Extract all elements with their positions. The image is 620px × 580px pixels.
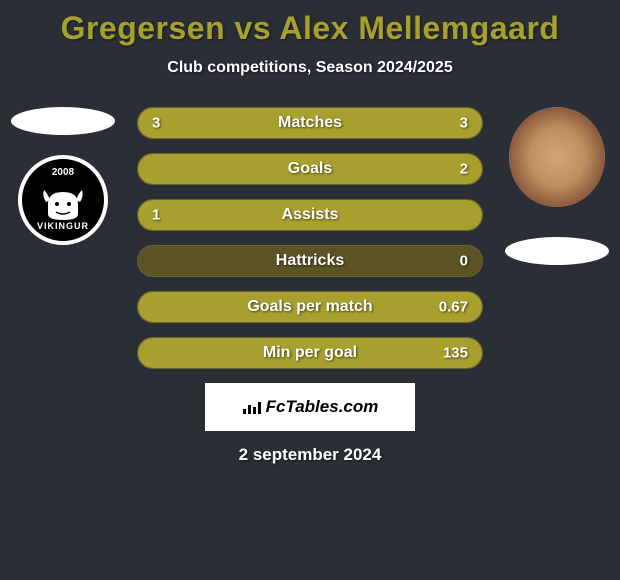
stat-value-right: 0.67 bbox=[439, 299, 468, 316]
chart-icon bbox=[242, 399, 262, 415]
player2-column bbox=[502, 107, 612, 265]
stat-row: Min per goal 135 bbox=[137, 337, 483, 369]
stat-label: Goals bbox=[288, 160, 332, 178]
player2-club-placeholder bbox=[505, 237, 609, 265]
page-title: Gregersen vs Alex Mellemgaard bbox=[0, 10, 620, 47]
stat-label: Hattricks bbox=[276, 252, 344, 270]
player1-column: 2008 VIKINGUR bbox=[8, 107, 118, 245]
club-logo-year: 2008 bbox=[52, 167, 74, 178]
stat-value-left: 1 bbox=[152, 207, 160, 224]
stat-value-right: 2 bbox=[460, 161, 468, 178]
stat-row: 1 Assists bbox=[137, 199, 483, 231]
stat-row: 3 Matches 3 bbox=[137, 107, 483, 139]
stat-value-right: 0 bbox=[460, 253, 468, 270]
stat-label: Min per goal bbox=[263, 344, 357, 362]
attribution-text: FcTables.com bbox=[242, 397, 379, 417]
stat-label: Matches bbox=[278, 114, 342, 132]
attribution-box: FcTables.com bbox=[205, 383, 415, 431]
content-area: 2008 VIKINGUR 3 Matches 3 Goals 2 1 Assists Hat… bbox=[0, 107, 620, 465]
player1-club-logo: 2008 VIKINGUR bbox=[18, 155, 108, 245]
viking-icon bbox=[38, 184, 88, 224]
player2-photo bbox=[509, 107, 605, 207]
stat-row: Goals per match 0.67 bbox=[137, 291, 483, 323]
stat-value-right: 3 bbox=[460, 115, 468, 132]
attribution-label: FcTables.com bbox=[266, 397, 379, 417]
stat-label: Assists bbox=[282, 206, 339, 224]
stat-label: Goals per match bbox=[247, 298, 372, 316]
stat-value-left: 3 bbox=[152, 115, 160, 132]
stat-row: Hattricks 0 bbox=[137, 245, 483, 277]
stats-bars: 3 Matches 3 Goals 2 1 Assists Hattricks 0 Goals p… bbox=[137, 107, 483, 369]
comparison-card: Gregersen vs Alex Mellemgaard Club compe… bbox=[0, 0, 620, 465]
club-logo-name: VIKINGUR bbox=[37, 221, 89, 231]
stat-row: Goals 2 bbox=[137, 153, 483, 185]
subtitle: Club competitions, Season 2024/2025 bbox=[0, 59, 620, 77]
stat-value-right: 135 bbox=[443, 345, 468, 362]
player1-photo-placeholder bbox=[11, 107, 115, 135]
date-text: 2 september 2024 bbox=[0, 445, 620, 465]
